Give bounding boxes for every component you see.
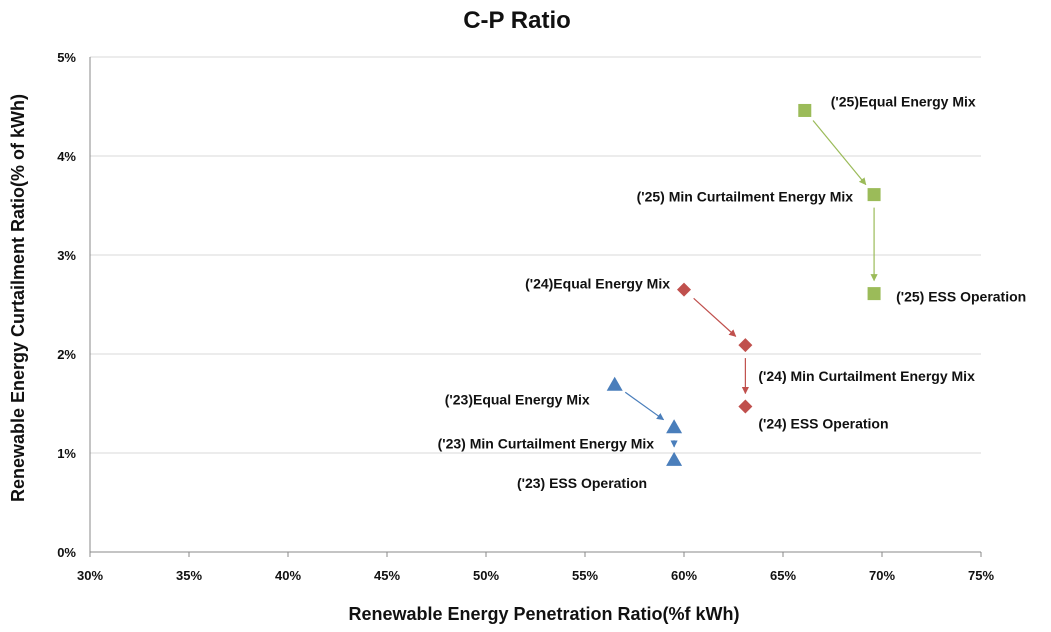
data-point-diamond	[677, 282, 691, 297]
x-tick-label: 70%	[869, 568, 895, 583]
y-tick-label: 0%	[57, 545, 76, 560]
x-tick-label: 55%	[572, 568, 598, 583]
data-point-triangle	[606, 376, 623, 391]
data-point-diamond	[738, 399, 753, 414]
data-point-triangle	[666, 419, 683, 434]
x-tick-label: 65%	[770, 568, 796, 583]
data-label: ('24) ESS Operation	[758, 415, 888, 431]
data-point-diamond	[738, 338, 753, 353]
data-point-square	[867, 287, 881, 301]
x-tick-label: 60%	[671, 568, 697, 583]
x-tick-label: 35%	[176, 568, 202, 583]
data-point-triangle	[666, 451, 683, 466]
transition-arrow	[812, 120, 867, 186]
x-tick-label: 50%	[473, 568, 499, 583]
data-label: ('23)Equal Energy Mix	[445, 392, 590, 408]
data-label: ('23) Min Curtailment Energy Mix	[438, 435, 655, 451]
x-axis-label: Renewable Energy Penetration Ratio(%f kW…	[348, 604, 739, 624]
x-tick-label: 30%	[77, 568, 103, 583]
data-point-square	[867, 188, 881, 202]
data-label: ('25) ESS Operation	[896, 289, 1026, 305]
data-label: ('25)Equal Energy Mix	[831, 93, 976, 109]
y-tick-label: 5%	[57, 50, 76, 65]
data-label: ('24)Equal Energy Mix	[525, 276, 670, 292]
transition-arrow	[693, 297, 737, 337]
x-tick-label: 75%	[968, 568, 994, 583]
y-axis-label: Renewable Energy Curtailment Ratio(% of …	[8, 94, 28, 502]
data-label: ('25) Min Curtailment Energy Mix	[637, 189, 854, 205]
data-label: ('24) Min Curtailment Energy Mix	[758, 368, 975, 384]
y-tick-label: 3%	[57, 248, 76, 263]
transition-arrow	[624, 391, 665, 421]
data-label: ('23) ESS Operation	[517, 475, 647, 491]
y-tick-label: 1%	[57, 446, 76, 461]
x-tick-label: 40%	[275, 568, 301, 583]
data-point-square	[798, 103, 812, 117]
chart-title: C-P Ratio	[463, 7, 571, 34]
y-tick-label: 2%	[57, 347, 76, 362]
y-tick-label: 4%	[57, 149, 76, 164]
x-tick-label: 45%	[374, 568, 400, 583]
